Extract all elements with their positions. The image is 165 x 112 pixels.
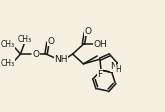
Text: NH: NH [54,55,67,64]
Text: CH₃: CH₃ [1,40,15,49]
Text: N: N [110,62,117,71]
Text: F: F [97,70,102,79]
Text: O: O [33,50,40,59]
Text: CH₃: CH₃ [1,59,15,68]
Text: OH: OH [93,40,107,49]
Text: O: O [85,27,92,36]
Text: H: H [115,65,121,74]
Text: CH₃: CH₃ [17,35,32,44]
Text: O: O [48,37,54,46]
